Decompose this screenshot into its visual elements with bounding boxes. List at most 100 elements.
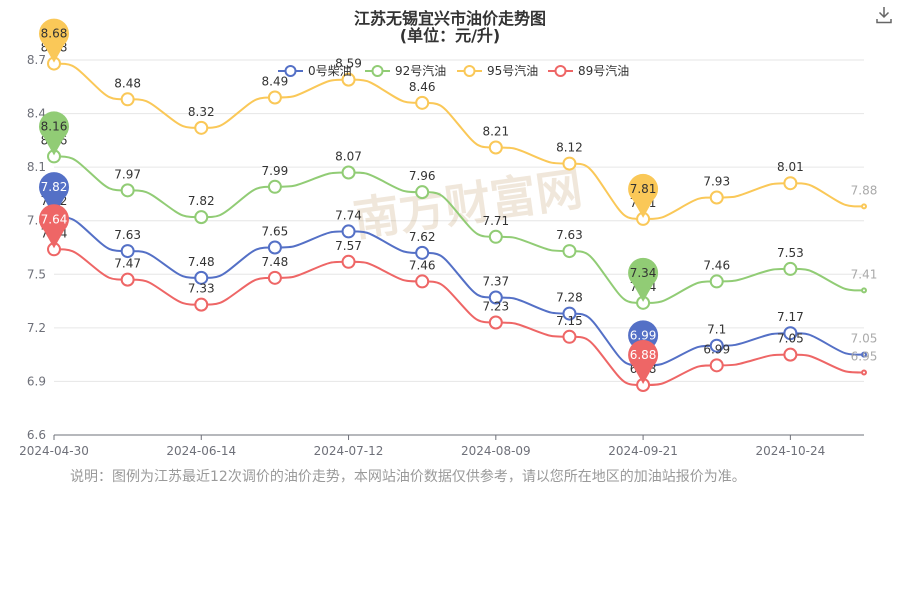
legend-marker xyxy=(371,65,384,77)
data-point xyxy=(562,306,577,321)
data-label: 7.47 xyxy=(114,257,141,271)
legend: 0号柴油 92号汽油 95号汽油 89号汽油 xyxy=(278,63,629,78)
data-label: 7.88 xyxy=(851,183,878,197)
max-pin xyxy=(39,18,69,49)
y-tick-label: 8.1 xyxy=(27,160,46,174)
max-pin-label: 8.16 xyxy=(41,119,68,133)
min-pin-label: 7.81 xyxy=(630,182,657,196)
data-label: 7.37 xyxy=(482,275,509,289)
data-point xyxy=(267,179,282,194)
data-label: 8.59 xyxy=(335,57,362,71)
extreme-markers: 7.82 6.99 8.16 7.34 8.68 7.81 7.64 6.88 xyxy=(39,18,659,384)
data-label: 7.48 xyxy=(188,255,215,269)
legend-label: 92号汽油 xyxy=(395,63,446,78)
min-pin-label: 6.99 xyxy=(630,328,657,342)
min-pin xyxy=(628,340,659,370)
max-pin xyxy=(39,204,69,235)
data-point xyxy=(488,140,503,155)
legend-label: 95号汽油 xyxy=(487,63,538,78)
data-point xyxy=(562,244,577,259)
data-label: 8.49 xyxy=(262,75,289,89)
max-pin xyxy=(39,111,69,142)
series-line xyxy=(53,155,865,304)
data-point xyxy=(783,176,798,191)
data-label: 7.05 xyxy=(777,332,804,346)
legend-marker xyxy=(554,65,567,77)
y-tick-label: 8.7 xyxy=(27,53,46,67)
x-tick-label: 2024-06-14 xyxy=(166,444,236,458)
data-point xyxy=(120,272,135,287)
data-label: 7.93 xyxy=(703,175,730,189)
max-pin-label: 7.64 xyxy=(41,212,68,226)
series-line xyxy=(53,216,865,367)
data-label: 8.01 xyxy=(777,160,804,174)
y-tick-label: 6.9 xyxy=(27,374,46,388)
data-label: 7.62 xyxy=(409,230,436,244)
data-point xyxy=(415,185,430,200)
legend-marker xyxy=(284,65,297,77)
min-pin-label: 6.88 xyxy=(630,348,657,362)
data-point xyxy=(488,290,503,305)
data-label: 7.17 xyxy=(777,310,804,324)
data-label: 7.46 xyxy=(409,258,436,272)
data-point xyxy=(194,120,209,135)
data-label: 7.33 xyxy=(188,282,215,296)
data-point xyxy=(341,254,356,269)
data-point xyxy=(861,287,867,294)
data-label: 8.32 xyxy=(188,105,215,119)
data-label: 7.63 xyxy=(556,228,583,242)
data-label: 7.57 xyxy=(335,239,362,253)
y-tick-label: 7.2 xyxy=(27,321,46,335)
data-label: 7.15 xyxy=(556,314,583,328)
data-label: 8.07 xyxy=(335,150,362,164)
data-point xyxy=(341,224,356,239)
data-point xyxy=(709,338,724,353)
data-point xyxy=(415,245,430,260)
data-point xyxy=(861,351,867,358)
min-pin-label: 7.34 xyxy=(630,266,657,280)
data-point xyxy=(783,326,798,341)
data-point xyxy=(783,261,798,276)
data-label: 7.74 xyxy=(335,208,362,222)
data-point xyxy=(120,244,135,259)
data-point xyxy=(709,358,724,373)
data-label: 8.21 xyxy=(482,125,509,139)
data-label: 7.82 xyxy=(188,194,215,208)
legend-label: 89号汽油 xyxy=(578,63,629,78)
data-label: 8.12 xyxy=(556,141,583,155)
data-point xyxy=(861,203,867,210)
x-tick-label: 2024-10-24 xyxy=(755,444,825,458)
data-point xyxy=(783,347,798,362)
data-point xyxy=(341,165,356,180)
data-label: 7.63 xyxy=(114,228,141,242)
legend-label: 0号柴油 xyxy=(308,64,352,78)
data-point xyxy=(562,156,577,171)
chart-subtitle: (单位：元/升) xyxy=(399,26,501,45)
data-point xyxy=(267,270,282,285)
data-label: 7.71 xyxy=(482,214,509,228)
legend-marker xyxy=(463,65,476,77)
x-tick-label: 2024-08-09 xyxy=(461,444,531,458)
min-pin xyxy=(628,173,659,204)
y-tick-label: 8.4 xyxy=(27,107,46,121)
data-label: 6.99 xyxy=(703,342,730,356)
watermark: 南方财富网 xyxy=(350,161,585,246)
data-label: 7.97 xyxy=(114,167,141,181)
data-point xyxy=(194,270,209,285)
footnote: 说明：图例为江苏最近12次调价的油价走势，本网站油价数据仅供参考，请以您所在地区… xyxy=(70,469,746,485)
max-pin-label: 7.82 xyxy=(41,180,68,194)
chart-title: 江苏无锡宜兴市油价走势图 xyxy=(353,9,546,28)
data-label: 7.65 xyxy=(262,225,289,239)
x-tick-label: 2024-04-30 xyxy=(19,444,89,458)
series-line xyxy=(53,248,865,387)
data-label: 8.46 xyxy=(409,80,436,94)
data-label: 8.48 xyxy=(114,76,141,90)
data-point xyxy=(709,190,724,205)
download-icon[interactable] xyxy=(876,6,892,24)
y-tick-label: 6.6 xyxy=(27,428,46,442)
watermark-text: 南方财富网 xyxy=(350,161,585,246)
data-point xyxy=(341,72,356,87)
max-pin xyxy=(39,172,69,203)
